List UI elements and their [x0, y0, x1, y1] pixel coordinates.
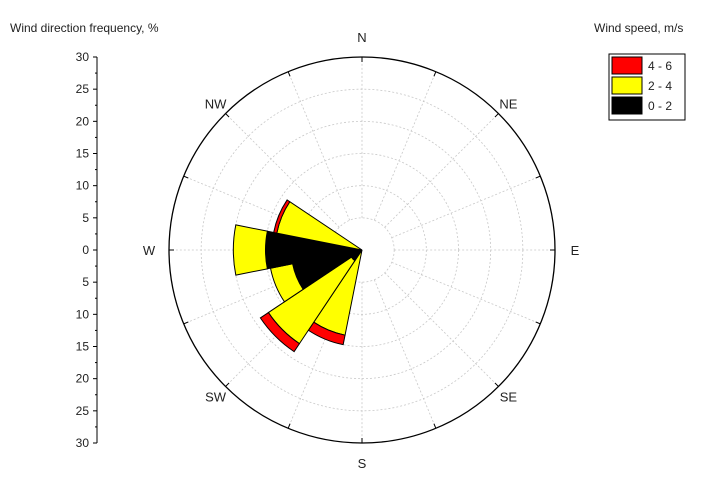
- grid-spoke: [373, 71, 437, 221]
- outer-tick: [225, 113, 230, 118]
- direction-label-sw: SW: [205, 389, 227, 404]
- radial-tick-label: 5: [82, 211, 89, 225]
- outer-tick: [494, 113, 499, 118]
- radial-tick-label: 20: [76, 114, 90, 128]
- radial-tick-label: 15: [76, 340, 90, 354]
- legend-swatch: [611, 76, 643, 95]
- sector-225-speed-4-6: [259, 311, 301, 353]
- outer-tick: [494, 382, 499, 387]
- direction-label-ne: NE: [499, 97, 517, 112]
- radial-axis: 30 25 20 15 10 5 0 5 10 15 20 25 30: [76, 50, 98, 450]
- radial-tick-label: 15: [76, 147, 90, 161]
- outer-ring: [168, 56, 556, 444]
- outer-tick: [433, 71, 437, 77]
- grid-spoke: [183, 175, 333, 239]
- outer-tick: [287, 71, 291, 77]
- legend-swatch: [611, 96, 643, 115]
- outer-tick: [535, 321, 541, 325]
- direction-label-nw: NW: [205, 97, 227, 112]
- outer-tick: [225, 382, 230, 387]
- legend-label: 4 - 6: [648, 59, 672, 73]
- grid-spoke: [373, 279, 437, 429]
- grid-spoke: [384, 113, 499, 228]
- grid-spoke: [384, 272, 499, 387]
- direction-label-n: N: [357, 30, 366, 45]
- legend-title: Wind speed, m/s: [594, 21, 683, 35]
- grid-spoke: [225, 113, 340, 228]
- radial-axis-title: Wind direction frequency, %: [10, 21, 159, 35]
- grid-spoke: [287, 71, 351, 221]
- direction-labels: N NE E SE S SW W NW: [143, 30, 580, 471]
- grid-spoke: [391, 261, 541, 325]
- grid-spoke: [391, 175, 541, 239]
- grid-spoke: [287, 279, 351, 429]
- grid-spoke: [183, 261, 333, 325]
- radial-tick-label: 30: [76, 436, 90, 450]
- outer-circle: [168, 56, 556, 444]
- direction-label-s: S: [358, 456, 367, 471]
- outer-tick: [183, 321, 189, 325]
- legend-label: 0 - 2: [648, 99, 672, 113]
- radial-tick-label: 20: [76, 372, 90, 386]
- outer-tick: [183, 175, 189, 179]
- outer-tick: [287, 423, 291, 429]
- legend-frame: [608, 53, 686, 121]
- radial-tick-label: 5: [82, 275, 89, 289]
- legend: 4 - 6 2 - 4 0 - 2: [608, 53, 686, 121]
- radial-tick-label: 10: [76, 307, 90, 321]
- radial-tick-label: 10: [76, 179, 90, 193]
- legend-label: 2 - 4: [648, 79, 672, 93]
- sector-292.5-speed-4-6: [273, 199, 291, 234]
- outer-tick: [535, 175, 541, 179]
- legend-swatch: [611, 56, 643, 75]
- sector-270-speed-2-4: [232, 224, 268, 276]
- radial-tick-label: 25: [76, 404, 90, 418]
- radial-tick-label: 0: [82, 243, 89, 257]
- direction-label-w: W: [143, 243, 156, 258]
- sectors: [232, 199, 363, 353]
- outer-tick: [433, 423, 437, 429]
- direction-label-se: SE: [500, 389, 518, 404]
- radial-tick-label: 30: [76, 50, 90, 64]
- radial-tick-label: 25: [76, 82, 90, 96]
- direction-label-e: E: [571, 243, 580, 258]
